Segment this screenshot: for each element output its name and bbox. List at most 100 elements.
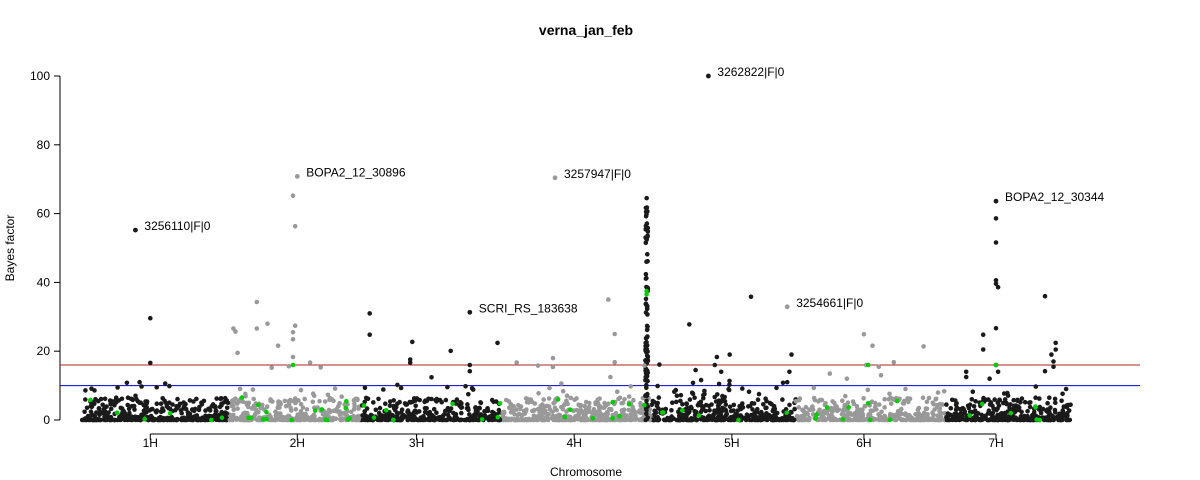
data-point (767, 413, 773, 419)
data-point (698, 377, 704, 383)
data-point (1043, 416, 1048, 422)
data-point (938, 417, 944, 423)
data-point (330, 415, 336, 421)
data-point (693, 409, 699, 415)
data-point (362, 399, 368, 405)
y-tick-label: 20 (37, 344, 51, 358)
data-point (1051, 359, 1056, 364)
data-point (771, 416, 776, 422)
data-point (948, 405, 954, 411)
data-point (426, 396, 431, 402)
highlight-point (167, 411, 173, 416)
data-point (643, 358, 648, 363)
data-point (1053, 347, 1058, 352)
data-point (158, 401, 164, 407)
highlight-point (642, 402, 647, 408)
data-point (1060, 408, 1065, 413)
data-point (371, 400, 376, 405)
highlight-point (610, 399, 615, 405)
data-point (749, 401, 755, 406)
data-point (687, 397, 693, 402)
data-point (860, 413, 865, 419)
data-point (419, 416, 424, 422)
highlight-point (264, 416, 269, 422)
data-point (1059, 398, 1064, 404)
data-point (288, 408, 294, 413)
data-point (722, 394, 727, 400)
highlight-point (495, 414, 501, 420)
data-point (830, 399, 835, 404)
data-point (840, 407, 846, 413)
data-point (233, 329, 238, 334)
data-point (852, 411, 858, 416)
data-point (1010, 407, 1015, 412)
data-point (148, 407, 154, 412)
data-point (434, 399, 439, 404)
data-point (546, 396, 552, 401)
data-point (298, 417, 304, 423)
highlight-point (894, 398, 900, 404)
data-point (644, 398, 649, 404)
data-point (181, 400, 186, 405)
data-point (486, 415, 492, 420)
data-point (131, 403, 137, 409)
data-point (218, 396, 224, 401)
data-point (980, 347, 986, 352)
data-point (684, 401, 689, 406)
data-point (331, 398, 336, 404)
data-point (105, 413, 110, 418)
data-point (1002, 410, 1008, 416)
data-point (332, 386, 338, 391)
highlight-point (865, 362, 871, 368)
data-point (175, 396, 180, 402)
annotated-point (706, 73, 711, 79)
data-point (382, 413, 387, 419)
data-point (852, 417, 857, 423)
data-point (927, 416, 933, 422)
data-point (125, 395, 131, 401)
data-point (701, 392, 706, 398)
data-point (941, 389, 947, 394)
data-point (708, 417, 713, 422)
data-point (655, 383, 660, 389)
data-point (1019, 396, 1025, 401)
data-point (674, 417, 680, 423)
highlight-point (450, 401, 455, 407)
data-point (284, 416, 290, 421)
data-point (670, 400, 675, 406)
data-point (597, 396, 602, 401)
data-point (637, 417, 643, 423)
data-point (482, 409, 487, 414)
data-point (315, 405, 320, 410)
data-point (951, 413, 957, 418)
data-point (688, 417, 693, 423)
data-point (631, 397, 636, 403)
data-point (803, 410, 809, 416)
data-point (1053, 400, 1058, 406)
data-point (526, 416, 532, 422)
data-point (780, 380, 786, 386)
data-point (577, 408, 582, 414)
data-point (703, 402, 709, 408)
data-point (727, 352, 732, 357)
data-point (722, 399, 728, 404)
data-point (126, 406, 132, 412)
data-point (724, 411, 730, 417)
data-point (410, 339, 415, 345)
data-point (254, 299, 260, 305)
data-point (454, 397, 460, 402)
data-point (547, 385, 552, 391)
data-point (1052, 407, 1058, 413)
data-point (293, 407, 299, 412)
data-point (102, 408, 108, 414)
highlight-point (865, 401, 871, 406)
data-point (391, 398, 397, 403)
data-point (606, 401, 611, 407)
chart-title: verna_jan_feb (539, 22, 633, 38)
data-point (970, 389, 976, 395)
data-point (278, 411, 283, 416)
data-point (405, 408, 411, 413)
data-point (199, 400, 204, 406)
data-point (714, 354, 720, 360)
data-point (934, 402, 940, 408)
